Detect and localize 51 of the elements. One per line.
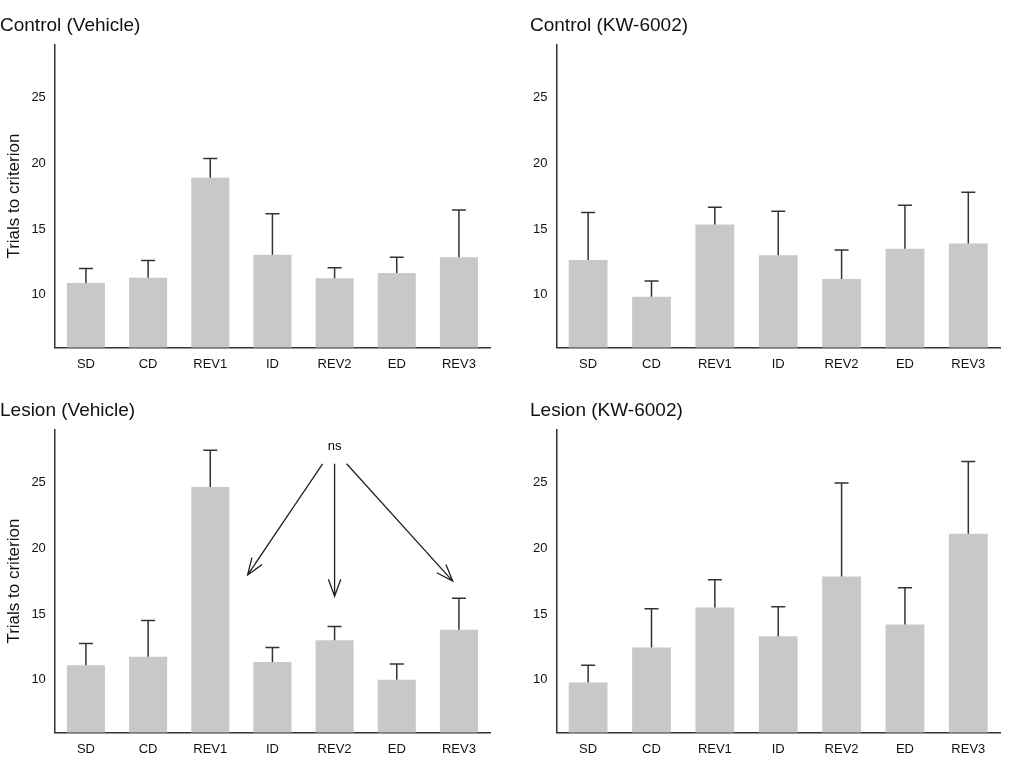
y-axis-title: Trials to criterion [3,518,23,644]
x-tick-label: SD [76,740,95,756]
x-tick-label: ED [387,355,406,371]
x-tick-label: CD [138,355,158,371]
x-tick-label: REV1 [697,740,732,756]
annotation: ns [327,437,342,453]
chart-title: Lesion (Vehicle) [0,398,136,420]
x-tick-label: REV1 [193,740,228,756]
x-tick-label: REV3 [951,740,986,756]
x-tick-label: SD [579,355,598,371]
y-tick-label: 20 [532,154,548,170]
y-tick-label: 20 [31,154,46,170]
x-tick-label: ED [895,740,914,756]
chart-title: Control (KW-6002) [530,13,689,35]
x-tick-label: REV2 [824,740,859,756]
y-tick-label: 10 [31,286,46,302]
y-tick-label: 15 [532,605,548,621]
x-tick-label: ID [771,740,785,756]
x-tick-label: CD [138,740,158,756]
x-tick-label: REV3 [951,355,986,371]
y-tick-label: 20 [532,539,548,555]
x-tick-label: SD [76,355,95,371]
y-tick-label: 25 [532,474,548,489]
x-tick-label: CD [642,355,661,371]
x-tick-label: REV3 [441,355,476,371]
y-tick-label: 15 [532,220,548,236]
x-tick-label: REV2 [317,355,352,371]
x-tick-label: ED [387,740,406,756]
y-tick-label: 10 [31,671,46,687]
x-tick-label: REV3 [441,740,476,756]
x-tick-label: ID [265,355,279,371]
x-tick-label: REV2 [824,355,859,371]
y-tick-label: 10 [532,286,548,302]
x-tick-label: ED [895,355,914,371]
x-tick-label: SD [579,740,598,756]
x-tick-label: CD [642,740,661,756]
y-tick-label: 25 [31,89,46,104]
chart-title: Lesion (KW-6002) [530,398,683,420]
x-tick-label: REV1 [193,355,228,371]
y-tick-label: 20 [31,539,46,555]
y-tick-label: 15 [31,605,46,621]
y-tick-label: 25 [532,89,548,104]
x-tick-label: ID [265,740,279,756]
x-tick-label: ID [771,355,785,371]
x-tick-label: REV2 [317,740,352,756]
chart-title: Control (Vehicle) [0,13,141,35]
y-tick-label: 25 [31,474,46,489]
x-tick-label: REV1 [697,355,732,371]
y-axis-title: Trials to criterion [3,133,23,259]
y-tick-label: 15 [31,220,46,236]
y-tick-label: 10 [532,671,548,687]
